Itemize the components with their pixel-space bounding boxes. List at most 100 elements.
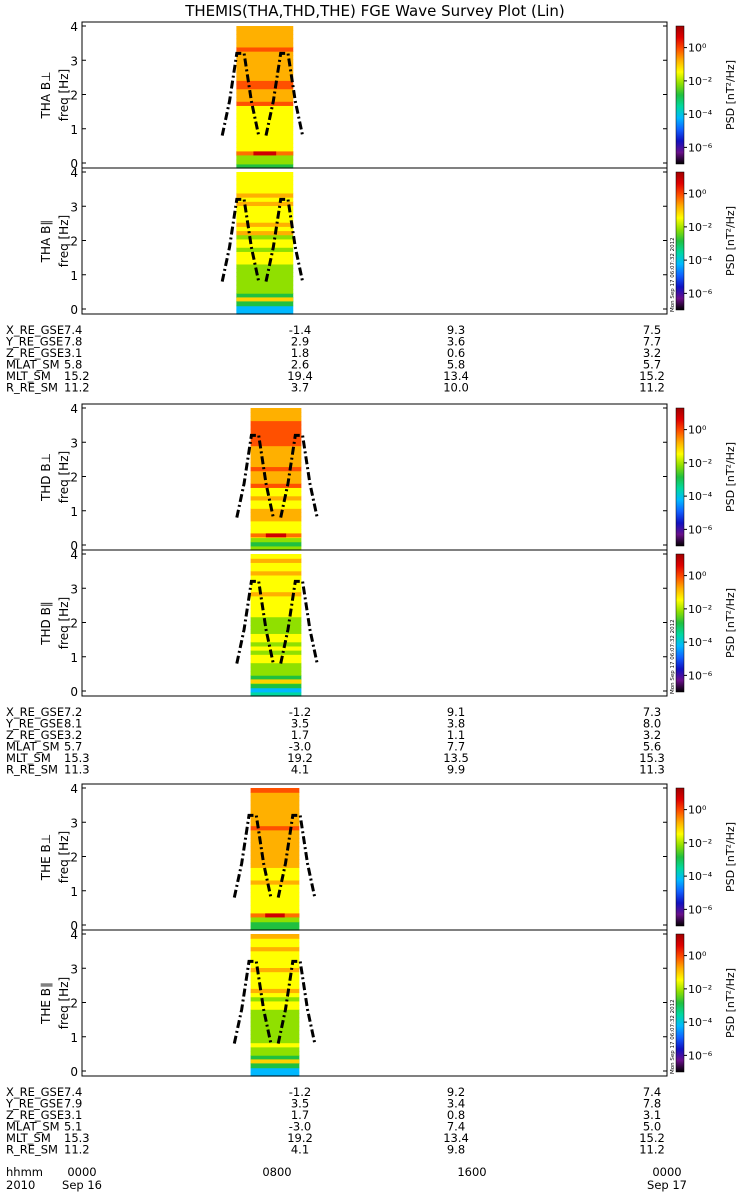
panel-label: THD B⊥ — [39, 453, 53, 502]
colorbar-tick-label: 10⁻⁴ — [688, 636, 713, 649]
spectrogram-band — [250, 984, 300, 989]
ephemeris-label: R_RE_SM — [6, 381, 58, 395]
colorbar-tick-label: 10⁻² — [688, 221, 712, 234]
freq-tick-label: 2 — [70, 471, 78, 485]
colorbar-tick-label: 10⁻² — [688, 983, 712, 996]
spectrogram-band — [250, 1009, 300, 1014]
spectrogram-band — [236, 247, 294, 252]
ephemeris-value: 15.3 — [64, 1131, 90, 1145]
spectrogram-band — [236, 147, 294, 152]
ephemeris-value: 7.9 — [64, 1097, 82, 1111]
spectrogram-band — [250, 433, 302, 438]
freq-tick-label: 3 — [70, 582, 78, 596]
spectrogram-band — [250, 529, 302, 534]
spectrogram-band — [236, 255, 294, 261]
colorbar-tick-label: 10⁰ — [688, 424, 707, 437]
ephemeris-label: MLAT_SM — [6, 1120, 60, 1134]
spectrogram-band — [250, 838, 300, 843]
freq-tick-label: 4 — [70, 928, 78, 942]
figure-title: THEMIS(THA,THD,THE) FGE Wave Survey Plot… — [184, 2, 565, 20]
freq-tick-label: 1 — [70, 269, 78, 283]
spectrogram-band — [250, 545, 302, 551]
spectrogram-band — [250, 854, 300, 860]
gyrofrequency-curve — [276, 959, 317, 1044]
colorbar-label: PSD [nT²/Hz] — [724, 442, 737, 512]
spectrogram-band — [236, 234, 294, 240]
spectrogram-band — [250, 666, 302, 672]
freq-tick-label: 3 — [70, 816, 78, 830]
ephemeris-value: 9.9 — [447, 763, 465, 777]
spectrogram-band — [250, 954, 300, 960]
panel-ylabel: freq [Hz] — [57, 215, 71, 267]
spectrogram-band — [250, 412, 302, 417]
ephemeris-label: Y_RE_GSE — [5, 1097, 63, 1111]
spectrogram-band — [250, 541, 302, 547]
spectrogram-band — [250, 979, 300, 985]
colorbar-tick-label: 10⁻⁴ — [688, 870, 713, 883]
ephemeris-value: -3.0 — [289, 740, 311, 754]
panel-label: THE B⊥ — [39, 834, 53, 881]
spectrogram-band — [250, 829, 300, 835]
ephemeris-value: 0.6 — [447, 346, 465, 360]
spectrogram-band — [250, 449, 302, 455]
ephemeris-value: 19.2 — [287, 1131, 313, 1145]
ephemeris-value: 5.7 — [64, 740, 82, 754]
spectrogram-band — [250, 1025, 300, 1031]
gyrofrequency-curve — [235, 433, 275, 518]
spectrogram-band — [250, 934, 300, 939]
freq-tick-label: 1 — [70, 885, 78, 899]
ephemeris-value: 8.0 — [643, 717, 661, 731]
ephemeris-table: X_RE_GSE 7.4 -1.4 9.3 7.5 Y_RE_GSE 7.8 2.9 3.6 7.… — [5, 323, 665, 395]
freq-tick-label: 2 — [70, 617, 78, 631]
spectrogram-band — [250, 1050, 300, 1056]
spectrogram-band — [250, 629, 302, 634]
spectrogram-band — [236, 71, 294, 77]
ephemeris-value: -3.0 — [289, 1120, 311, 1134]
spectrogram-band — [250, 813, 300, 818]
spectrogram-data — [250, 554, 302, 697]
spectrogram-band — [250, 959, 300, 964]
spectrogram-panel: 0 1 2 3 4 THD B⊥ freq [Hz] 10⁰ 10⁻² 10⁻⁴ 10⁻⁶ PSD [… — [39, 402, 737, 553]
panel-frame — [81, 549, 668, 697]
spectrogram-band — [236, 155, 294, 161]
spectrogram-band — [250, 504, 302, 509]
spectrogram-band — [250, 1042, 300, 1048]
spectrogram-hotspot — [265, 533, 287, 538]
spectrogram-band — [236, 88, 294, 94]
gyrofrequency-curve — [279, 579, 319, 664]
spectrogram-band — [250, 1000, 300, 1006]
spectrogram-panel: 0 1 2 3 4 THD B∥ freq [Hz] 10⁰ 10⁻² 10⁻⁴ 10⁻⁶ PSD [… — [39, 548, 737, 699]
spectrogram-band — [236, 51, 294, 56]
spectrogram-panel: 0 1 2 3 4 THA B∥ freq [Hz] 10⁰ 10⁻² 10⁻⁴ 10⁻⁶ PSD [… — [39, 166, 737, 317]
spectrogram-band — [236, 188, 294, 194]
ephemeris-value: 3.8 — [447, 717, 465, 731]
spectrogram-band — [250, 900, 300, 906]
spectrogram-band — [250, 428, 302, 434]
spectrogram-band — [250, 1038, 300, 1044]
spectrogram-band — [250, 479, 302, 484]
ephemeris-value: 9.2 — [447, 1085, 465, 1099]
ephemeris-value: 7.7 — [643, 335, 661, 349]
spectrogram-panel: 0 1 2 3 4 THE B⊥ freq [Hz] 10⁰ 10⁻² 10⁻⁴ 10⁻⁶ PSD [… — [39, 782, 737, 933]
spectrogram-band — [236, 67, 294, 73]
ephemeris-value: 15.2 — [64, 369, 90, 383]
ephemeris-value: 11.2 — [64, 381, 90, 395]
spectrogram-band — [250, 487, 302, 493]
freq-tick-label: 3 — [70, 200, 78, 214]
spectrogram-band — [250, 975, 300, 981]
ephemeris-value: 11.2 — [64, 1143, 90, 1157]
ephemeris-value: 1.1 — [447, 728, 465, 742]
spectrogram-band — [236, 184, 294, 190]
ephemeris-value: 5.1 — [64, 1120, 82, 1134]
panel-label: THE B∥ — [39, 982, 53, 1025]
ephemeris-value: 3.2 — [64, 728, 82, 742]
spectrogram-band — [250, 1071, 300, 1077]
spectrogram-band — [250, 888, 300, 894]
spectrogram-band — [250, 821, 300, 827]
spectrogram-band — [250, 1046, 300, 1052]
ephemeris-value: 9.3 — [447, 323, 465, 337]
spectrogram-band — [236, 76, 294, 81]
spectrogram-band — [250, 950, 300, 956]
panel-ylabel: freq [Hz] — [57, 451, 71, 503]
